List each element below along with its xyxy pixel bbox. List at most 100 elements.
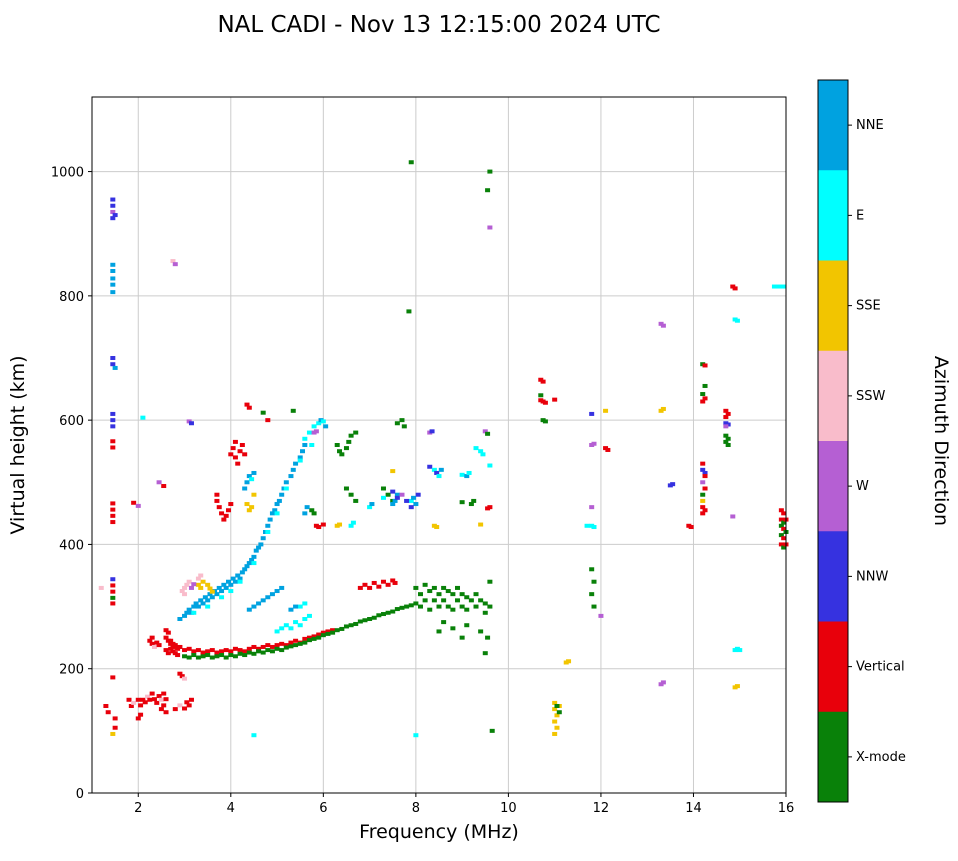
scatter-point	[422, 582, 428, 587]
scatter-point	[399, 492, 405, 497]
scatter-point	[343, 624, 349, 629]
scatter-point	[147, 697, 153, 702]
scatter-point	[265, 418, 271, 423]
scatter-point	[489, 728, 495, 733]
scatter-point	[781, 511, 787, 516]
scatter-point	[660, 680, 666, 685]
scatter-point	[431, 467, 437, 472]
scatter-point	[700, 399, 706, 404]
scatter-point	[702, 470, 708, 475]
scatter-point	[246, 607, 252, 612]
scatter-point	[385, 610, 391, 615]
scatter-point	[473, 446, 479, 451]
scatter-point	[390, 469, 396, 474]
scatter-point	[191, 610, 197, 615]
x-tick-label: 4	[227, 801, 235, 816]
scatter-point	[256, 545, 262, 550]
scatter-point	[700, 511, 706, 516]
scatter-point	[376, 613, 382, 618]
scatter-point	[552, 731, 558, 736]
scatter-point	[209, 655, 215, 660]
scatter-point	[219, 653, 225, 658]
scatter-point	[478, 629, 484, 634]
scatter-point	[369, 502, 375, 507]
colorbar-segment-w	[818, 441, 848, 532]
scatter-point	[781, 536, 787, 541]
scatter-point	[293, 604, 299, 609]
scatter-point	[552, 700, 558, 705]
scatter-point	[161, 691, 167, 696]
scatter-point	[221, 582, 227, 587]
scatter-point	[464, 595, 470, 600]
scatter-point	[343, 486, 349, 491]
scatter-point	[209, 589, 215, 594]
scatter-point	[438, 467, 444, 472]
scatter-point	[279, 626, 285, 631]
scatter-point	[552, 707, 558, 712]
scatter-point	[304, 505, 310, 510]
scatter-point	[260, 598, 266, 603]
scatter-point	[367, 585, 373, 590]
scatter-point	[156, 480, 162, 485]
scatter-point	[274, 646, 280, 651]
scatter-point	[235, 461, 241, 466]
scatter-point	[126, 697, 132, 702]
scatter-point	[436, 474, 442, 479]
scatter-point	[290, 408, 296, 413]
x-tick-label: 12	[593, 801, 610, 816]
scatter-point	[110, 507, 116, 512]
scatter-point	[394, 495, 400, 500]
scatter-point	[293, 461, 299, 466]
scatter-point	[598, 613, 604, 618]
scatter-point	[408, 505, 414, 510]
scatter-point	[149, 691, 155, 696]
colorbar-tick-label: E	[856, 208, 864, 223]
scatter-point	[110, 203, 116, 208]
scatter-point	[110, 282, 116, 287]
scatter-point	[471, 498, 477, 503]
scatter-point	[603, 408, 609, 413]
scatter-point	[276, 498, 282, 503]
scatter-point	[219, 649, 225, 654]
scatter-point	[283, 486, 289, 491]
x-tick-label: 14	[685, 801, 702, 816]
scatter-point	[390, 489, 396, 494]
y-tick-label: 400	[59, 538, 84, 553]
scatter-point	[700, 392, 706, 397]
scatter-point	[487, 579, 493, 584]
scatter-point	[473, 592, 479, 597]
scatter-point	[205, 598, 211, 603]
scatter-point	[195, 604, 201, 609]
scatter-point	[302, 511, 308, 516]
scatter-point	[242, 649, 248, 654]
scatter-point	[330, 630, 336, 635]
scatter-point	[165, 630, 171, 635]
scatter-point	[205, 649, 211, 654]
scatter-point	[221, 517, 227, 522]
scatter-point	[246, 405, 252, 410]
scatter-point	[459, 472, 465, 477]
scatter-point	[232, 439, 238, 444]
scatter-point	[232, 646, 238, 651]
scatter-point	[265, 523, 271, 528]
scatter-point	[209, 648, 215, 653]
scatter-point	[138, 703, 144, 708]
y-tick-label: 600	[59, 414, 84, 429]
scatter-point	[482, 610, 488, 615]
scatter-point	[459, 500, 465, 505]
scatter-point	[110, 418, 116, 423]
scatter-point	[228, 582, 234, 587]
scatter-point	[223, 585, 229, 590]
scatter-point	[175, 653, 181, 658]
scatter-point	[142, 700, 148, 705]
scatter-point	[427, 607, 433, 612]
scatter-point	[380, 612, 386, 617]
scatter-point	[246, 646, 252, 651]
scatter-point	[110, 276, 116, 281]
scatter-point	[367, 617, 373, 621]
scatter-point	[297, 604, 303, 609]
scatter-point	[306, 430, 312, 435]
scatter-point	[302, 443, 308, 447]
scatter-point	[556, 710, 562, 715]
